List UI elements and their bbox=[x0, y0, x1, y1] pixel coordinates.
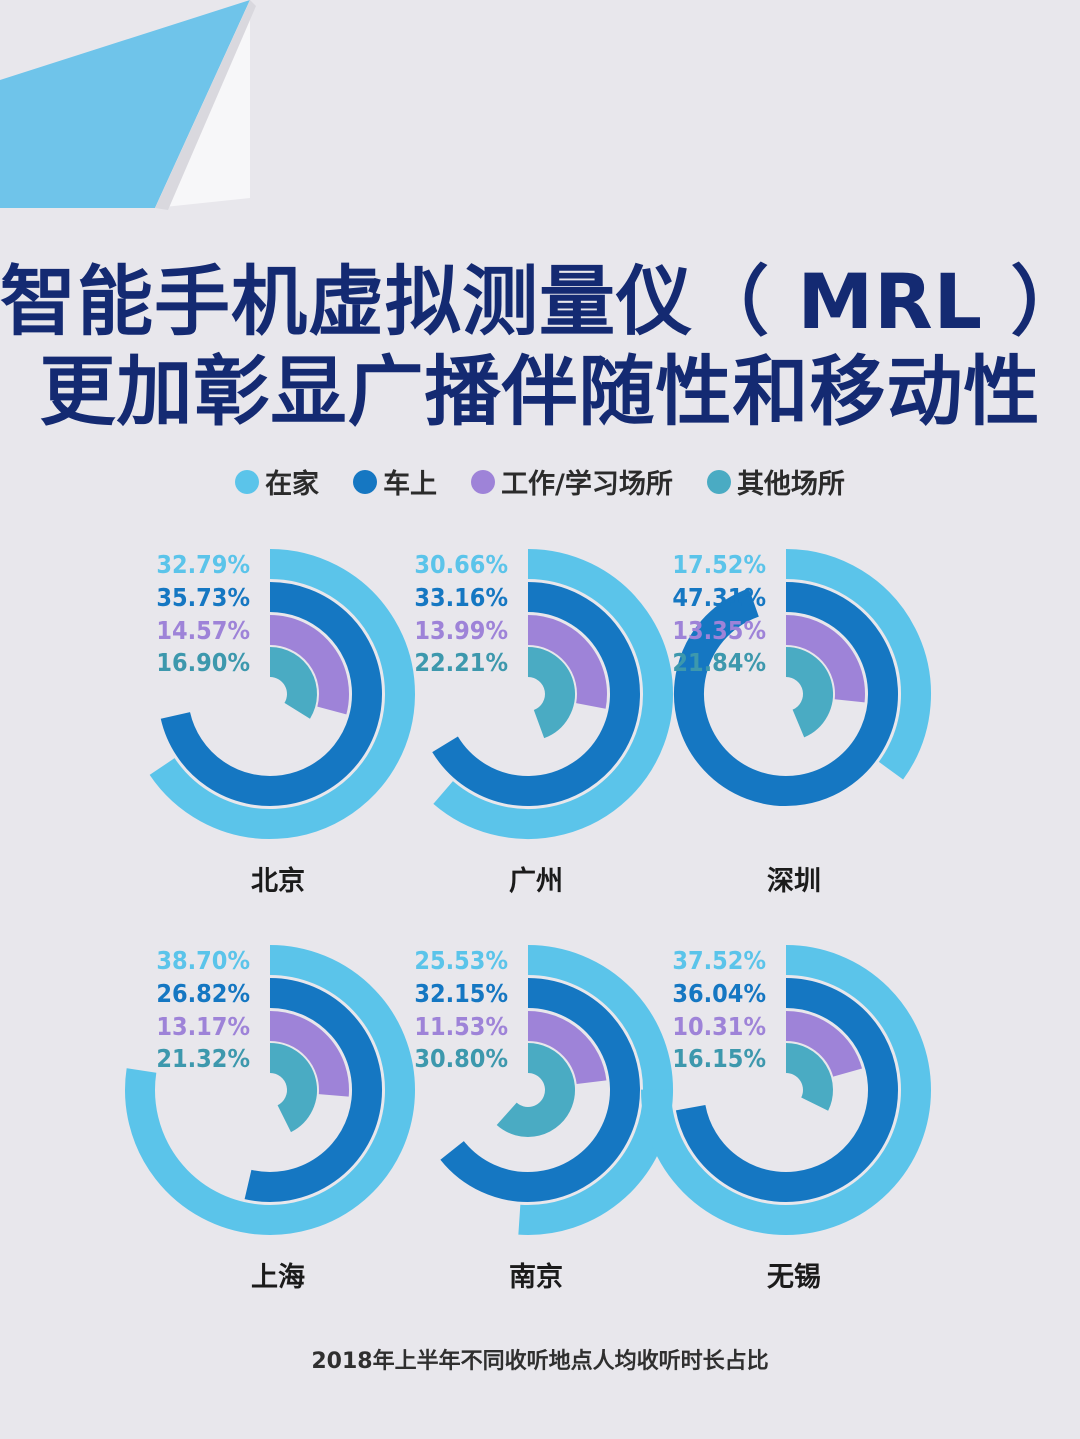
value-label-4-0: 25.53% bbox=[414, 946, 508, 975]
legend-item-car: 车上 bbox=[353, 462, 437, 501]
value-label-2-3: 21.84% bbox=[672, 648, 766, 677]
city-label-5: 无锡 bbox=[767, 1262, 821, 1293]
ring-arc-1-2 bbox=[527, 615, 607, 709]
ring-arc-0-0 bbox=[149, 549, 415, 839]
city-label-0: 北京 bbox=[251, 865, 305, 897]
ring-arc-1-1 bbox=[432, 582, 640, 806]
ring-arc-3-2 bbox=[269, 1011, 349, 1097]
ring-arc-2-3 bbox=[784, 647, 833, 738]
legend-dot-car bbox=[353, 469, 378, 494]
value-label-3-2: 13.17% bbox=[156, 1012, 250, 1041]
city-chart-4: 25.53% 32.15% 11.53% 30.80% 南京 bbox=[414, 945, 673, 1293]
value-label-5-3: 16.15% bbox=[672, 1044, 766, 1073]
value-label-5-2: 10.31% bbox=[672, 1012, 766, 1041]
value-label-2-1: 47.31% bbox=[672, 583, 766, 612]
value-label-1-0: 30.66% bbox=[414, 550, 508, 579]
legend-label-home: 在家 bbox=[265, 469, 320, 500]
ring-arc-2-2 bbox=[785, 615, 865, 703]
value-label-4-2: 11.53% bbox=[414, 1012, 508, 1041]
corner-decoration bbox=[0, 0, 256, 210]
legend-item-work: 工作/学习场所 bbox=[471, 462, 673, 501]
ring-arc-4-3 bbox=[496, 1043, 575, 1137]
ring-arc-3-3 bbox=[269, 1043, 317, 1133]
ring-arc-0-2 bbox=[269, 615, 349, 715]
legend-dot-work bbox=[471, 469, 496, 494]
legend-item-other: 其他场所 bbox=[706, 462, 845, 501]
ring-arc-1-3 bbox=[526, 647, 575, 739]
ring-arc-5-0 bbox=[640, 945, 931, 1235]
ring-arc-3-1 bbox=[244, 978, 382, 1202]
value-label-0-1: 35.73% bbox=[156, 583, 250, 612]
legend-label-car: 车上 bbox=[383, 469, 438, 500]
legend-label-other: 其他场所 bbox=[736, 469, 845, 500]
chart-legend: 在家 车上 工作/学习场所 其他场所 bbox=[0, 462, 1080, 501]
ring-arc-5-1 bbox=[675, 978, 898, 1202]
ring-arc-5-3 bbox=[784, 1043, 833, 1111]
city-chart-0: 32.79% 35.73% 14.57% 16.90% 北京 bbox=[149, 549, 415, 897]
city-label-4: 南京 bbox=[509, 1261, 563, 1293]
city-label-1: 广州 bbox=[509, 866, 563, 897]
value-label-2-0: 17.52% bbox=[672, 550, 766, 579]
ring-arc-3-0 bbox=[125, 945, 415, 1235]
value-label-1-1: 33.16% bbox=[414, 583, 508, 612]
ring-arc-2-1 bbox=[674, 582, 898, 806]
ring-arc-0-1 bbox=[160, 582, 382, 806]
ring-arc-4-1 bbox=[440, 978, 640, 1202]
ring-arc-2-0 bbox=[785, 549, 931, 780]
value-label-2-2: 13.35% bbox=[672, 616, 766, 645]
page-title-line1: 智能手机虚拟测量仪（ MRL ） bbox=[0, 257, 1080, 346]
value-label-0-2: 14.57% bbox=[156, 616, 250, 645]
ring-arc-5-2 bbox=[785, 1011, 863, 1078]
value-label-4-1: 32.15% bbox=[414, 979, 508, 1008]
value-label-3-1: 26.82% bbox=[156, 979, 250, 1008]
value-label-0-3: 16.90% bbox=[156, 648, 250, 677]
legend-item-home: 在家 bbox=[235, 462, 319, 501]
value-label-5-1: 36.04% bbox=[672, 979, 766, 1008]
ring-arc-4-2 bbox=[527, 1011, 607, 1085]
legend-dot-home bbox=[235, 469, 260, 494]
city-chart-5: 37.52% 36.04% 10.31% 16.15% 无锡 bbox=[640, 945, 931, 1293]
value-label-3-3: 21.32% bbox=[156, 1044, 250, 1073]
ring-arc-0-3 bbox=[268, 647, 317, 719]
value-label-1-2: 13.99% bbox=[414, 616, 508, 645]
value-label-4-3: 30.80% bbox=[414, 1044, 508, 1073]
city-label-2: 深圳 bbox=[767, 866, 821, 897]
value-label-1-3: 22.21% bbox=[414, 648, 508, 677]
city-label-3: 上海 bbox=[251, 1262, 305, 1293]
value-label-3-0: 38.70% bbox=[156, 946, 250, 975]
chart-footnote: 2018年上半年不同收听地点人均收听时长占比 bbox=[311, 1349, 769, 1374]
value-label-5-0: 37.52% bbox=[672, 946, 766, 975]
city-chart-1: 30.66% 33.16% 13.99% 22.21% 广州 bbox=[414, 549, 673, 897]
value-label-0-0: 32.79% bbox=[156, 550, 250, 579]
city-chart-2: 17.52% 47.31% 13.35% 21.84% 深圳 bbox=[672, 549, 931, 897]
legend-dot-other bbox=[706, 469, 731, 494]
page-title-line2: 更加彰显广播伴随性和移动性 bbox=[39, 347, 1041, 436]
legend-label-work: 工作/学习场所 bbox=[501, 469, 673, 500]
ring-arc-1-0 bbox=[433, 549, 673, 839]
city-chart-3: 38.70% 26.82% 13.17% 21.32% 上海 bbox=[125, 945, 415, 1293]
